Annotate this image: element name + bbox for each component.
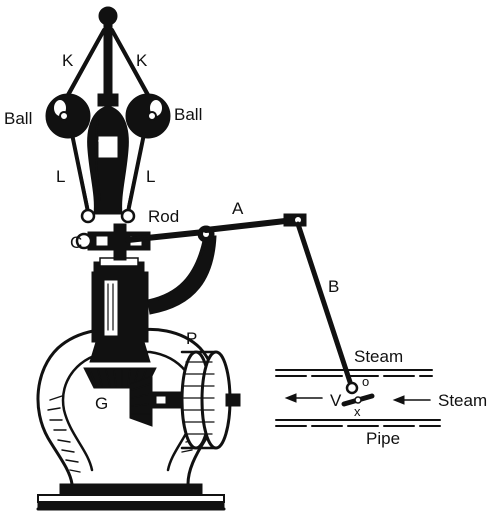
bracket-arm [147, 235, 217, 315]
label-a: A [232, 199, 244, 218]
base-plate [36, 483, 226, 511]
label-p: P [186, 329, 197, 348]
linkage [125, 213, 359, 395]
label-v: V [330, 391, 342, 410]
label-b: B [328, 277, 339, 296]
label-ball-right: Ball [174, 105, 202, 124]
label-steam-right: Steam [438, 391, 487, 410]
label-x: x [354, 404, 361, 419]
label-g: G [95, 394, 108, 413]
pulley [180, 350, 241, 450]
label-c: C [70, 233, 82, 252]
label-ball-left: Ball [4, 109, 32, 128]
bevel-gears [83, 367, 185, 427]
label-steam-top: Steam [354, 347, 403, 366]
steam-pipe [275, 369, 441, 427]
label-w: W [98, 137, 114, 156]
label-l-left: L [56, 167, 65, 186]
label-k-left: K [62, 51, 74, 70]
label-k-right: K [136, 51, 148, 70]
label-pipe: Pipe [366, 429, 400, 448]
spindle-collar [75, 223, 151, 261]
label-o: o [362, 374, 369, 389]
label-l-right: L [146, 167, 155, 186]
label-rod: Rod [148, 207, 179, 226]
pedestal-frame [36, 257, 219, 486]
flyball-governor [45, 6, 171, 224]
